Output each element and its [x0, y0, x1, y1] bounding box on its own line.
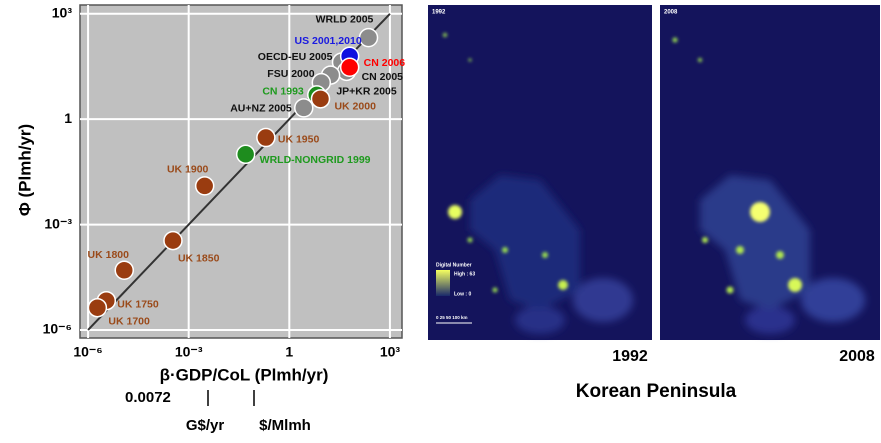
x-tick-label: 10⁻³ [175, 344, 203, 360]
data-point [237, 145, 255, 163]
panel-tag: 1992 [432, 10, 446, 16]
point-label: US 2001,2010 [295, 35, 362, 47]
y-tick-label: 10³ [52, 4, 73, 20]
panel-caption: 1992 [612, 348, 648, 365]
point-label: UK 1950 [278, 133, 320, 145]
point-label: UK 1900 [167, 164, 209, 176]
point-label: UK 1700 [108, 315, 150, 327]
point-label: JP+KR 2005 [336, 85, 397, 97]
legend-low: Low : 0 [454, 291, 471, 297]
y-tick-label: 10⁻⁶ [43, 321, 72, 337]
map-panel: 1992 Digital Number High : 63 Low : 0 0 … [428, 5, 652, 340]
data-point [88, 299, 106, 317]
unit-label: G$/yr [186, 417, 225, 434]
data-point [311, 90, 329, 108]
point-label: CN 2005 [362, 71, 404, 83]
data-point [196, 177, 214, 195]
unit-label: $/Mlmh [259, 417, 311, 434]
point-label: FSU 2000 [267, 68, 314, 80]
point-label: WRLD-NONGRID 1999 [260, 154, 371, 166]
legend-high: High : 63 [454, 271, 475, 277]
legend-title: Digital Number [436, 262, 472, 268]
panel-title: Korean Peninsula [576, 381, 737, 402]
point-label: WRLD 2005 [316, 13, 374, 25]
point-label: OECD-EU 2005 [258, 51, 333, 63]
data-point [295, 99, 313, 117]
x-axis-label: β·GDP/CoL (Plmh/yr) [160, 365, 329, 384]
data-point [360, 29, 378, 47]
point-label: UK 1800 [88, 249, 130, 261]
data-point [115, 261, 133, 279]
map-panel: 2008 [660, 5, 880, 340]
figure: WRLD 2005 OECD-EU 2005 CN 2005 FSU 2000 JP+K… [0, 0, 881, 438]
x-tick-label: 10³ [380, 344, 401, 360]
data-point [341, 58, 359, 76]
data-point [164, 232, 182, 250]
panel-tag: 2008 [664, 10, 678, 16]
factor-label: 0.0072 [125, 389, 171, 406]
x-tick-label: 1 [285, 344, 293, 360]
y-tick-label: 1 [64, 110, 72, 126]
map-scale: 0 25 50 100 km [436, 315, 468, 320]
point-label: UK 1850 [178, 252, 220, 264]
point-label: AU+NZ 2005 [230, 103, 292, 115]
y-tick-label: 10⁻³ [44, 215, 72, 231]
x-tick-label: 10⁻⁶ [73, 344, 102, 360]
point-label: CN 1993 [262, 86, 304, 98]
data-point [257, 129, 275, 147]
point-label: UK 1750 [117, 298, 159, 310]
point-label: UK 2000 [334, 101, 376, 113]
point-label: CN 2006 [364, 57, 406, 69]
panel-caption: 2008 [839, 348, 875, 365]
y-axis-label: Φ (Plmh/yr) [15, 124, 34, 216]
